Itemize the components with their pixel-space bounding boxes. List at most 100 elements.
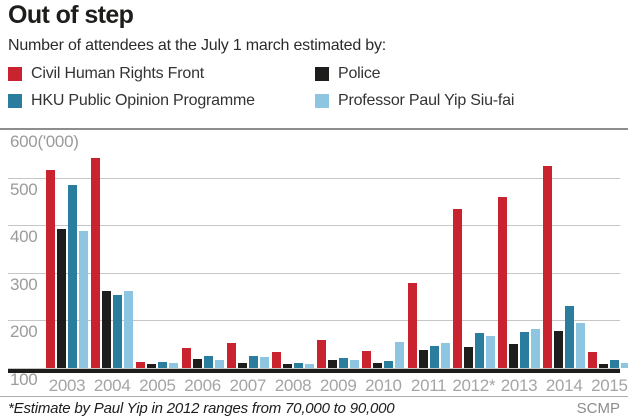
bar-group-2013	[498, 130, 540, 368]
x-axis-tick-label-2008: 2008	[274, 376, 312, 395]
bar-professor-paul-yip-siu-fai-2008	[305, 364, 314, 368]
bar-group-2010	[362, 130, 405, 368]
bar-police-2003	[57, 229, 66, 368]
legend-label-hku: HKU Public Opinion Programme	[31, 92, 255, 109]
bar-hku-public-opinion-programme-2008	[294, 363, 303, 368]
x-axis-tick-label-2009: 2009	[319, 376, 357, 395]
bar-professor-paul-yip-siu-fai-2015	[621, 363, 628, 368]
bar-police-2013	[509, 344, 518, 368]
bar-police-2012-	[463, 347, 473, 368]
bar-civil-human-rights-front-2005	[136, 362, 146, 368]
bar-group-2006	[181, 130, 224, 368]
legend-swatch-red	[8, 67, 22, 81]
bar-group-2014	[543, 130, 586, 368]
bar-civil-human-rights-front-2014	[543, 166, 553, 368]
chart-top-gridline	[0, 128, 628, 130]
x-axis-tick-label-2014: 2014	[545, 376, 583, 395]
x-axis-tick-label-2007: 2007	[229, 376, 267, 395]
y-axis-tick-label: 500	[10, 180, 38, 199]
bar-police-2011	[418, 350, 428, 368]
bar-professor-paul-yip-siu-fai-2003	[79, 231, 88, 368]
bar-group-2015	[588, 130, 628, 368]
gridline-200	[8, 320, 620, 321]
bar-civil-human-rights-front-2015	[588, 352, 598, 368]
bar-group-2009	[317, 130, 360, 368]
bar-group-2004	[91, 130, 134, 368]
bar-professor-paul-yip-siu-fai-2010	[395, 342, 405, 368]
bar-hku-public-opinion-programme-2013	[520, 332, 529, 368]
bar-hku-public-opinion-programme-2010	[384, 361, 394, 368]
bar-civil-human-rights-front-2012-	[452, 209, 462, 368]
bar-professor-paul-yip-siu-fai-2014	[576, 323, 586, 368]
gridline-400	[8, 225, 620, 226]
legend-item-yip: Professor Paul Yip Siu-fai	[315, 91, 620, 111]
bar-professor-paul-yip-siu-fai-2011	[440, 343, 450, 368]
bar-civil-human-rights-front-2003	[46, 170, 55, 368]
bar-hku-public-opinion-programme-2005	[158, 362, 168, 368]
legend-item-hku: HKU Public Opinion Programme	[8, 91, 315, 111]
legend: Civil Human Rights Front Police HKU Publ…	[8, 64, 620, 111]
bar-hku-public-opinion-programme-2007	[248, 356, 258, 368]
x-axis-tick-label-2013: 2013	[500, 376, 538, 395]
bar-civil-human-rights-front-2010	[362, 351, 372, 368]
bar-group-2003	[46, 130, 88, 368]
bar-professor-paul-yip-siu-fai-2004	[124, 291, 134, 368]
x-axis-labels: 2003 2004 2005 2006 2007 2008 2009 2010 2011 2012…	[0, 376, 628, 395]
bar-professor-paul-yip-siu-fai-2012-	[485, 336, 495, 368]
legend-swatch-black	[315, 67, 329, 81]
legend-label-yip: Professor Paul Yip Siu-fai	[338, 92, 515, 109]
gridline-100	[8, 368, 620, 369]
legend-item-chrf: Civil Human Rights Front	[8, 64, 315, 84]
bar-police-2006	[192, 359, 202, 368]
bar-hku-public-opinion-programme-2011	[429, 346, 439, 368]
y-axis-tick-label: 400	[10, 227, 38, 246]
bar-hku-public-opinion-programme-2012-	[474, 333, 484, 368]
bar-civil-human-rights-front-2011	[407, 283, 417, 368]
x-axis-tick-label-2003: 2003	[48, 376, 86, 395]
footer-divider	[0, 396, 628, 397]
bar-hku-public-opinion-programme-2006	[203, 356, 213, 368]
x-axis-tick-label-2004: 2004	[93, 376, 131, 395]
bar-hku-public-opinion-programme-2014	[565, 306, 575, 368]
x-axis-tick-label-2010: 2010	[365, 376, 402, 395]
bar-police-2005	[147, 364, 157, 368]
bar-group-2007	[226, 130, 269, 368]
x-axis-tick-label-2012-: 2012*	[452, 376, 496, 395]
bar-professor-paul-yip-siu-fai-2006	[214, 360, 224, 368]
legend-label-chrf: Civil Human Rights Front	[31, 65, 205, 82]
bar-police-2007	[237, 363, 247, 368]
bar-professor-paul-yip-siu-fai-2013	[531, 329, 540, 368]
legend-swatch-teal	[8, 94, 22, 108]
bar-professor-paul-yip-siu-fai-2005	[169, 363, 179, 368]
bar-police-2009	[328, 360, 338, 368]
bar-professor-paul-yip-siu-fai-2009	[350, 360, 360, 368]
footnote: *Estimate by Paul Yip in 2012 ranges fro…	[8, 400, 395, 417]
bar-police-2008	[283, 364, 292, 368]
x-axis-tick-label-2011: 2011	[410, 376, 447, 395]
bar-hku-public-opinion-programme-2015	[610, 360, 620, 368]
bar-civil-human-rights-front-2004	[91, 158, 101, 368]
legend-swatch-lightblue	[315, 94, 329, 108]
bar-hku-public-opinion-programme-2009	[339, 358, 349, 368]
bar-hku-public-opinion-programme-2003	[68, 185, 77, 368]
bar-group-2011	[407, 130, 450, 368]
x-axis-line	[8, 368, 620, 373]
bar-civil-human-rights-front-2006	[181, 348, 191, 368]
legend-item-police: Police	[315, 64, 620, 84]
bar-group-2008	[272, 130, 314, 368]
gridline-500	[8, 178, 620, 179]
plot-area: 600('000) 500 400 300 200 100	[8, 130, 628, 389]
x-axis-tick-label-2015: 2015	[591, 376, 628, 395]
bar-professor-paul-yip-siu-fai-2007	[259, 357, 269, 368]
bar-police-2004	[102, 291, 112, 368]
page-title: Out of step	[8, 1, 134, 29]
bar-civil-human-rights-front-2009	[317, 340, 327, 368]
bar-police-2015	[599, 364, 609, 368]
bar-group-2012-	[452, 130, 495, 368]
y-axis-tick-label: 200	[10, 322, 38, 341]
y-axis-tick-label: 600('000)	[10, 132, 79, 151]
y-axis-tick-label: 300	[10, 275, 38, 294]
source-credit: SCMP	[576, 400, 620, 417]
bar-hku-public-opinion-programme-2004	[113, 295, 123, 368]
